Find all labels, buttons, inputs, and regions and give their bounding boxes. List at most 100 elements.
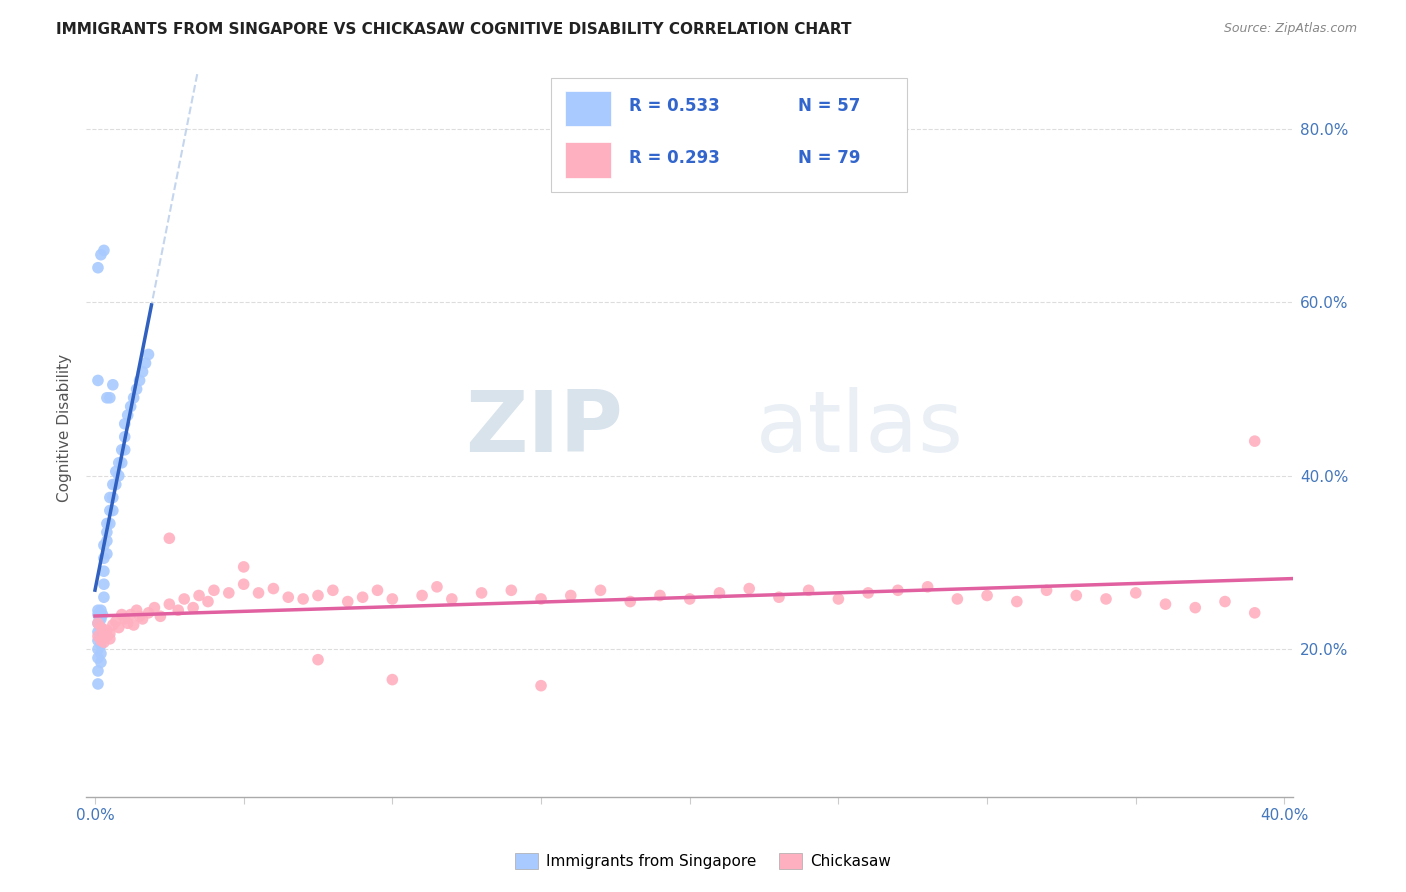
- Point: [411, 589, 433, 603]
- Point: [90, 248, 112, 262]
- Point: [1243, 606, 1265, 620]
- Point: [262, 582, 284, 596]
- Point: [87, 374, 110, 388]
- Point: [93, 564, 115, 578]
- Point: [122, 391, 145, 405]
- Point: [98, 632, 121, 646]
- Point: [120, 607, 142, 622]
- Text: IMMIGRANTS FROM SINGAPORE VS CHICKASAW COGNITIVE DISABILITY CORRELATION CHART: IMMIGRANTS FROM SINGAPORE VS CHICKASAW C…: [56, 22, 852, 37]
- Point: [827, 591, 849, 606]
- Point: [98, 391, 121, 405]
- Point: [167, 603, 190, 617]
- FancyBboxPatch shape: [565, 91, 612, 126]
- Point: [648, 589, 671, 603]
- Point: [381, 673, 404, 687]
- Point: [1154, 597, 1177, 611]
- Text: R = 0.533: R = 0.533: [630, 97, 720, 115]
- Point: [87, 624, 110, 639]
- Point: [107, 621, 129, 635]
- Point: [946, 591, 969, 606]
- Point: [96, 516, 118, 531]
- Point: [87, 616, 110, 631]
- Legend: Immigrants from Singapore, Chickasaw: Immigrants from Singapore, Chickasaw: [509, 847, 897, 875]
- Point: [87, 651, 110, 665]
- Point: [471, 586, 494, 600]
- Point: [90, 603, 112, 617]
- Point: [797, 583, 820, 598]
- Y-axis label: Cognitive Disability: Cognitive Disability: [58, 354, 72, 502]
- Point: [89, 612, 111, 626]
- Point: [90, 638, 112, 652]
- Point: [98, 626, 121, 640]
- Point: [157, 597, 180, 611]
- Point: [111, 607, 134, 622]
- Text: N = 57: N = 57: [799, 97, 860, 115]
- Point: [157, 531, 180, 545]
- Point: [98, 516, 121, 531]
- Point: [366, 583, 388, 598]
- Point: [107, 468, 129, 483]
- Point: [1184, 600, 1206, 615]
- Point: [93, 538, 115, 552]
- Point: [93, 591, 115, 605]
- Point: [1213, 594, 1236, 608]
- Point: [114, 417, 136, 431]
- Point: [90, 629, 112, 643]
- Point: [173, 591, 195, 606]
- Point: [976, 589, 998, 603]
- Point: [87, 642, 110, 657]
- Point: [104, 465, 127, 479]
- Point: [125, 382, 148, 396]
- Point: [87, 603, 110, 617]
- Point: [101, 618, 124, 632]
- Point: [197, 594, 219, 608]
- Point: [1243, 434, 1265, 449]
- Point: [128, 374, 150, 388]
- Point: [91, 607, 114, 622]
- Point: [501, 583, 523, 598]
- Point: [98, 491, 121, 505]
- Point: [90, 655, 112, 669]
- Point: [887, 583, 910, 598]
- Text: ZIP: ZIP: [465, 386, 623, 469]
- Point: [101, 503, 124, 517]
- Point: [93, 551, 115, 566]
- Point: [181, 600, 204, 615]
- Text: N = 79: N = 79: [799, 149, 860, 167]
- Point: [619, 594, 641, 608]
- Point: [247, 586, 270, 600]
- Point: [131, 365, 153, 379]
- Point: [96, 547, 118, 561]
- Point: [93, 635, 115, 649]
- Point: [188, 589, 211, 603]
- Point: [87, 664, 110, 678]
- Point: [117, 616, 139, 631]
- Point: [87, 633, 110, 648]
- Point: [530, 679, 553, 693]
- Point: [90, 621, 112, 635]
- Point: [917, 580, 939, 594]
- Point: [93, 244, 115, 258]
- Point: [381, 591, 404, 606]
- Text: R = 0.293: R = 0.293: [630, 149, 720, 167]
- Point: [87, 260, 110, 275]
- Point: [1125, 586, 1147, 600]
- Point: [738, 582, 761, 596]
- Point: [352, 591, 374, 605]
- Point: [426, 580, 449, 594]
- Point: [589, 583, 612, 598]
- Point: [322, 583, 344, 598]
- Text: Source: ZipAtlas.com: Source: ZipAtlas.com: [1223, 22, 1357, 36]
- Point: [111, 442, 134, 457]
- Point: [149, 609, 172, 624]
- Point: [307, 653, 329, 667]
- Point: [90, 647, 112, 661]
- Point: [292, 591, 315, 606]
- Point: [120, 400, 142, 414]
- Point: [560, 589, 582, 603]
- Point: [114, 430, 136, 444]
- Point: [232, 560, 254, 574]
- Point: [114, 612, 136, 626]
- Point: [87, 607, 110, 622]
- Point: [135, 356, 157, 370]
